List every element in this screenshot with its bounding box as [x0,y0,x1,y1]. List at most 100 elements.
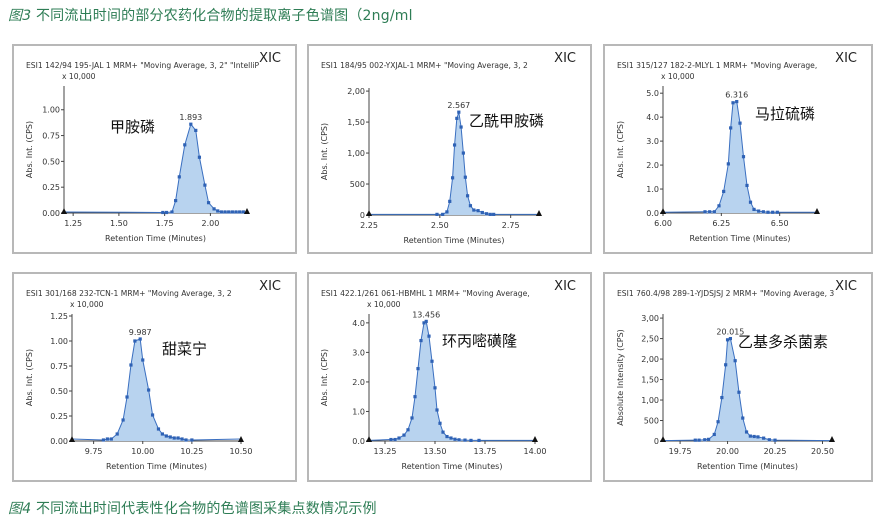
peak-label: 20.015 [716,328,744,337]
chromatogram-panel-6: XIC ESI1 760.4/98 289-1-YJDSJSJ 2 MRM+ "M… [603,272,873,482]
integration-start-marker [61,208,67,214]
data-point [172,436,176,440]
xic-tag: XIC [554,51,576,66]
chart-svg: XIC ESI1 301/168 232-TCN-1 MRM+ "Moving A… [25,279,281,471]
data-point [773,438,777,442]
integration-start-marker [660,208,666,214]
y-tick-label: 1,50 [347,118,365,127]
data-point [389,437,393,442]
data-point [469,438,473,443]
data-point [430,359,434,363]
y-tick-label: 500 [644,417,659,426]
peak-label: 1.893 [179,113,202,122]
x-tick-label: 10.50 [230,447,253,456]
data-point [238,210,242,214]
y-tick-label: 1.0 [352,407,365,416]
data-point [150,413,155,417]
x-tick-label: 2.00 [201,219,219,228]
data-point [177,175,181,179]
data-point [712,210,716,214]
y-multiplier: x 10,000 [661,72,695,81]
compound-name: 马拉硫磷 [755,105,815,123]
data-point [741,155,746,159]
x-tick-label: 2.75 [502,221,520,230]
data-point [176,436,180,440]
data-point [190,438,194,442]
data-point [438,421,442,425]
x-tick-label: 13.25 [374,447,397,456]
data-point [693,438,697,442]
y-axis-label: Abs. Int. (CPS) [320,123,329,180]
y-tick-label: 0 [360,211,365,220]
y-tick-label: 0 [654,437,659,446]
y-tick-label: 3,00 [641,314,659,323]
data-point [206,201,211,205]
y-tick-label: 2.0 [352,378,365,387]
data-point [147,388,151,392]
data-point [477,438,481,443]
figure-caption-top: 图3 不同流出时间的部分农药化合物的提取离子色谱图（2ng/ml [8,5,413,25]
data-point [170,210,174,214]
data-point [459,125,463,129]
chart-svg: XIC ESI1 422.1/261 061-HBMHL 1 MRM+ "Movi… [320,279,576,471]
trace-header: ESI1 184/95 002-YXJAL-1 MRM+ "Moving Ave… [321,61,528,70]
data-point [716,420,720,424]
data-point [234,210,238,214]
data-point [728,336,733,341]
x-tick-label: 13.75 [474,447,497,456]
x-axis-label: Retention Time (Minutes) [690,234,791,243]
data-point [241,210,245,214]
x-tick-label: 14.00 [524,447,547,456]
data-point [706,437,711,441]
data-point [731,101,735,105]
data-point [435,212,439,216]
data-point [219,210,223,214]
data-point [161,210,165,215]
data-point [748,434,752,438]
data-point [223,210,227,214]
peak-area [437,112,494,215]
data-point [216,209,220,213]
data-point [492,212,496,216]
y-tick-label: 3.0 [352,348,365,357]
data-point [441,430,445,434]
data-point [168,435,172,439]
x-tick-label: 10.25 [180,447,203,456]
data-point [194,128,198,132]
data-point [115,432,119,436]
x-tick-label: 13.50 [424,447,447,456]
compound-name: 乙酰甲胺磷 [469,112,544,130]
y-axis-label: Abs. Int. (CPS) [616,121,625,178]
data-point [767,438,771,442]
y-tick-label: 1.00 [42,106,60,115]
peak-label: 2.567 [447,101,470,110]
trace-header: ESI1 301/168 232-TCN-1 MRM+ "Moving Aver… [26,289,232,298]
compound-name: 甜菜宁 [162,340,207,358]
trace-header: ESI1 760.4/98 289-1-YJDSJSJ 2 MRM+ "Movi… [617,289,834,298]
y-axis-label: Abs. Int. (CPS) [25,349,34,406]
y-axis-label: Abs. Int. (CPS) [320,349,329,406]
y-tick-label: 0.50 [50,387,68,396]
y-tick-label: 500 [350,180,365,189]
data-point [227,210,231,214]
y-tick-label: 0.75 [42,132,60,141]
data-point [427,334,431,338]
x-tick-label: 20.00 [716,447,739,456]
data-point [101,438,106,442]
peak-label: 13.456 [412,310,440,319]
data-point [453,437,457,441]
data-point [406,428,410,432]
data-point [463,175,467,179]
xic-tag: XIC [835,279,857,294]
data-point [184,438,188,442]
x-tick-label: 20.50 [811,447,834,456]
data-point [722,189,726,194]
integration-end-marker [536,210,542,216]
data-point [703,438,707,442]
x-axis-label: Retention Time (Minutes) [404,236,505,245]
data-point [748,200,753,204]
trace-line [662,337,833,442]
y-tick-label: 2,50 [641,335,659,344]
integration-end-marker [814,208,820,214]
trace-header: ESI1 315/127 182-2-MLYL 1 MRM+ "Moving A… [617,61,817,70]
